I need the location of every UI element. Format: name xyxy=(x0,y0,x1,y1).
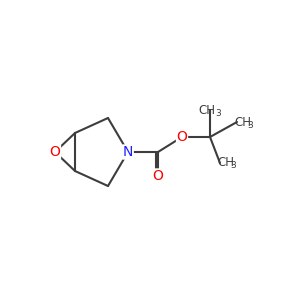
Text: CH: CH xyxy=(217,157,234,169)
Text: N: N xyxy=(123,145,133,159)
Text: O: O xyxy=(153,169,164,183)
Text: 3: 3 xyxy=(230,161,236,170)
Text: 3: 3 xyxy=(247,121,253,130)
Text: O: O xyxy=(50,145,60,159)
Text: CH: CH xyxy=(234,116,251,128)
Text: O: O xyxy=(177,130,188,144)
Text: 3: 3 xyxy=(215,109,221,118)
Text: CH: CH xyxy=(199,103,215,116)
